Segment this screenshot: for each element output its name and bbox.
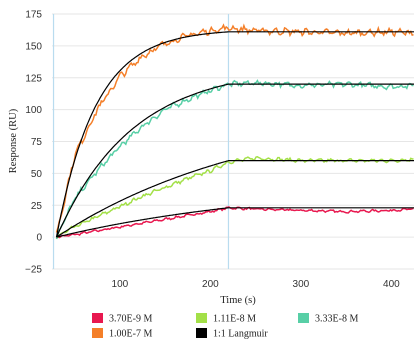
fit-curve <box>56 207 414 238</box>
legend-label: 3.33E-8 M <box>315 314 358 325</box>
series-3-70E-9-M <box>55 206 414 239</box>
x-tick-label: 400 <box>383 279 400 290</box>
legend-label: 1.11E-8 M <box>213 314 256 325</box>
y-tick-label: 150 <box>25 41 42 52</box>
x-axis-ticks: 100 200 300 400 <box>112 279 401 290</box>
fit-curve <box>56 160 414 238</box>
grid <box>52 13 414 270</box>
y-tick-label: 75 <box>31 137 43 148</box>
legend-label: 1.00E-7 M <box>109 329 152 340</box>
x-tick-label: 200 <box>202 279 219 290</box>
legend-swatch <box>196 313 207 323</box>
y-tick-label: 125 <box>25 73 42 84</box>
y-tick-label: 100 <box>25 105 42 116</box>
legend: 3.70E-9 M 1.11E-8 M 3.33E-8 M 1.00E-7 M 1:1 … <box>92 313 358 340</box>
x-tick-label: 100 <box>112 279 129 290</box>
legend-swatch <box>92 328 103 338</box>
x-axis-title: Time (s) <box>220 295 256 306</box>
y-axis-title: Response (RU) <box>8 108 19 173</box>
fit-curve <box>55 83 414 238</box>
y-tick-label: 25 <box>31 201 43 212</box>
injection-markers <box>52 14 230 269</box>
legend-swatch <box>92 313 103 323</box>
x-tick-label: 300 <box>293 279 310 290</box>
series-1-00E-7-M <box>55 23 414 233</box>
y-tick-label: 0 <box>36 233 42 244</box>
y-tick-label: 50 <box>31 169 43 180</box>
series-3-33E-8-M <box>55 79 414 240</box>
y-tick-label: 175 <box>25 10 42 21</box>
fit-curve <box>55 31 414 238</box>
y-axis-ticks: −25 0 25 50 75 100 125 150 175 <box>25 10 42 276</box>
legend-swatch <box>298 313 309 323</box>
y-tick-label: −25 <box>25 265 42 276</box>
series-curves <box>55 23 414 240</box>
legend-label: 1:1 Langmuir <box>213 329 268 340</box>
legend-swatch <box>196 328 207 338</box>
legend-label: 3.70E-9 M <box>109 314 152 325</box>
fit-curves <box>55 31 414 238</box>
series-1-11E-8-M <box>55 156 414 240</box>
